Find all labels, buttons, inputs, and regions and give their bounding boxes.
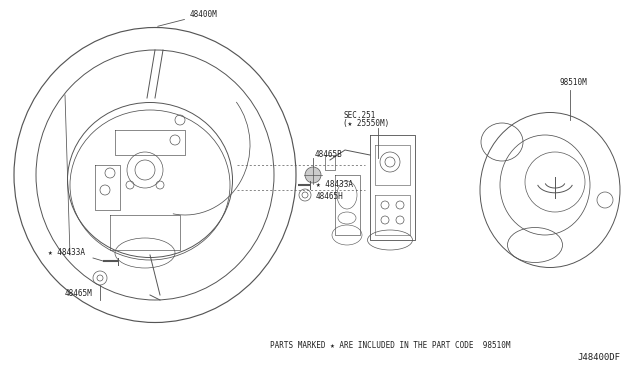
Text: 48465B: 48465B: [315, 150, 343, 159]
Text: 48465M: 48465M: [65, 289, 93, 298]
Text: ★ 48433A: ★ 48433A: [48, 248, 85, 257]
Circle shape: [305, 167, 321, 183]
Text: ★ 48433A: ★ 48433A: [316, 180, 353, 189]
Text: 48400M: 48400M: [157, 10, 218, 26]
Text: (★ 25550M): (★ 25550M): [343, 119, 389, 128]
Text: SEC.251: SEC.251: [343, 111, 376, 120]
Text: 98510M: 98510M: [560, 78, 588, 87]
Text: 48465H: 48465H: [316, 192, 344, 201]
Text: PARTS MARKED ★ ARE INCLUDED IN THE PART CODE  98510M: PARTS MARKED ★ ARE INCLUDED IN THE PART …: [269, 340, 510, 350]
Text: J48400DF: J48400DF: [577, 353, 620, 362]
